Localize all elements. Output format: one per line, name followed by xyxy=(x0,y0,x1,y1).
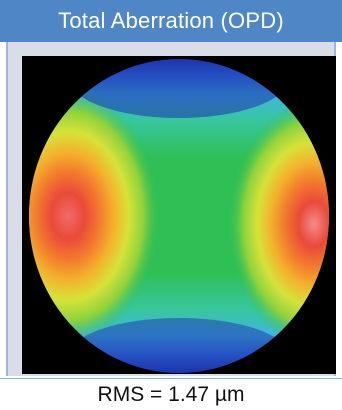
map-frame xyxy=(6,42,336,376)
panel-title: Total Aberration (OPD) xyxy=(0,0,342,42)
rms-value: RMS = 1.47 µm xyxy=(0,378,342,410)
opd-color-map xyxy=(22,56,336,374)
opd-map xyxy=(22,56,336,374)
